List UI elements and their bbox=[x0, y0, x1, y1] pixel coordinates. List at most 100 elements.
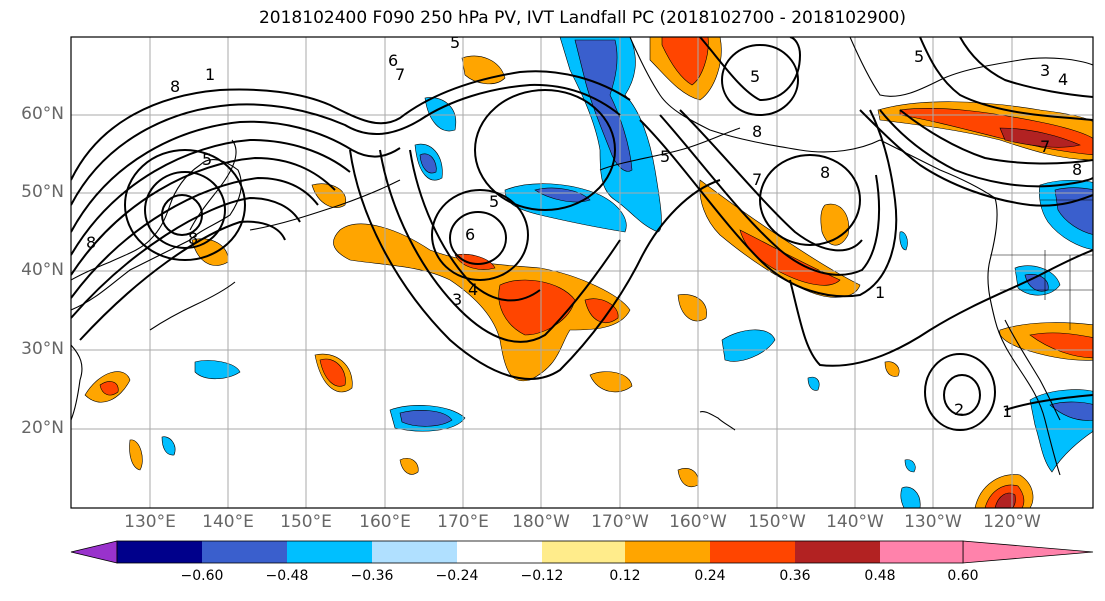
contour-label: 1 bbox=[1002, 402, 1012, 421]
japan-coastline bbox=[149, 281, 236, 331]
pv-contour-line bbox=[71, 70, 631, 181]
longitude-label: 150°E bbox=[280, 512, 332, 532]
colorbar-segment bbox=[542, 541, 625, 563]
contour-label: 5 bbox=[914, 47, 924, 66]
strong-positive-anomaly-region bbox=[454, 253, 496, 270]
colorbar-extend-high bbox=[962, 540, 1094, 564]
longitude-label: 150°W bbox=[748, 512, 806, 532]
positive-anomaly-region bbox=[677, 294, 707, 322]
contour-label: 1 bbox=[205, 65, 215, 84]
longitude-label: 130°E bbox=[124, 512, 176, 532]
longitude-label: 140°W bbox=[826, 512, 884, 532]
strong-positive-anomaly-region bbox=[99, 381, 119, 396]
positive-anomaly-region bbox=[399, 458, 419, 475]
pv-contour-line bbox=[639, 109, 898, 298]
strong-negative-anomaly-region bbox=[574, 39, 633, 172]
latitude-label: 40°N bbox=[21, 260, 64, 280]
contour-label: 5 bbox=[202, 150, 212, 169]
contour-label: 5 bbox=[660, 147, 670, 166]
negative-anomaly-region bbox=[161, 436, 176, 456]
longitude-label: 170°E bbox=[437, 512, 489, 532]
contour-label: 8 bbox=[1072, 160, 1082, 179]
very-strong-positive-anomaly-region bbox=[994, 492, 1016, 508]
colorbar-tick-label: −0.48 bbox=[265, 568, 309, 584]
pv-contour-line bbox=[919, 37, 1093, 121]
pv-closed-contour bbox=[124, 149, 246, 261]
colorbar-extend-low bbox=[70, 540, 118, 564]
strong-positive-anomaly-region bbox=[498, 279, 576, 336]
colorbar-segment bbox=[202, 541, 287, 563]
contour-label: 7 bbox=[395, 65, 405, 84]
contour-label: 3 bbox=[1040, 61, 1050, 80]
contour-label: 1 bbox=[875, 283, 885, 302]
colorbar-tick-label: −0.36 bbox=[350, 568, 394, 584]
contour-label: 6 bbox=[388, 51, 398, 70]
longitude-label: 140°E bbox=[202, 512, 254, 532]
pv-closed-contour bbox=[721, 44, 799, 116]
pv-contour-line bbox=[71, 138, 351, 256]
contour-label: 5 bbox=[750, 67, 760, 86]
pv-closed-contour bbox=[431, 189, 529, 281]
aleutian-islands bbox=[249, 179, 401, 231]
longitude-label: 180°W bbox=[512, 512, 570, 532]
colorbar-tick-label: −0.12 bbox=[520, 568, 564, 584]
pv-contour-line bbox=[879, 109, 1093, 188]
strong-negative-anomaly-region bbox=[534, 187, 591, 203]
map-title: 2018102400 F090 250 hPa PV, IVT Landfall… bbox=[258, 8, 906, 28]
colorbar-tick-label: 0.48 bbox=[864, 568, 896, 584]
negative-anomaly-region bbox=[721, 329, 776, 362]
pv-closed-contour bbox=[759, 154, 861, 246]
pv-contour-line bbox=[959, 37, 1093, 98]
colorbar-tick-label: −0.24 bbox=[435, 568, 479, 584]
colorbar bbox=[70, 540, 1094, 564]
contour-label: 6 bbox=[465, 225, 475, 244]
contour-label: 4 bbox=[468, 280, 478, 299]
contour-label: 8 bbox=[752, 122, 762, 141]
pv-contour-line bbox=[379, 149, 621, 343]
colorbar-outline bbox=[116, 540, 964, 564]
latitude-label: 30°N bbox=[21, 339, 64, 359]
strong-positive-anomaly-region bbox=[1029, 332, 1093, 359]
alaska-coastline bbox=[629, 37, 881, 153]
pv-closed-contour bbox=[144, 171, 226, 249]
contour-label: 8 bbox=[170, 77, 180, 96]
china-coastline bbox=[71, 344, 83, 421]
colorbar-segment bbox=[287, 541, 372, 563]
colorbar-segment bbox=[457, 541, 542, 563]
colorbar-segment bbox=[795, 541, 880, 563]
positive-anomaly-region bbox=[884, 361, 900, 377]
pv-closed-contour bbox=[474, 89, 616, 211]
strong-negative-anomaly-region bbox=[1049, 401, 1093, 421]
strong-negative-anomaly-region bbox=[419, 153, 437, 174]
colorbar-tick-label: −0.60 bbox=[180, 568, 224, 584]
longitude-label: 160°W bbox=[669, 512, 727, 532]
contour-label: 5 bbox=[450, 33, 460, 52]
kamchatka-coastline bbox=[189, 139, 237, 231]
pv-contour-line bbox=[71, 156, 336, 276]
colorbar-segment bbox=[372, 541, 457, 563]
contour-label: 3 bbox=[452, 290, 462, 309]
strong-negative-anomaly-region bbox=[399, 410, 453, 427]
longitude-label: 130°W bbox=[904, 512, 962, 532]
negative-anomaly-region bbox=[904, 459, 916, 473]
longitude-label: 170°W bbox=[591, 512, 649, 532]
pv-closed-contour bbox=[161, 194, 203, 236]
pv-contour-line bbox=[659, 114, 880, 276]
strong-positive-anomaly-region bbox=[661, 37, 709, 86]
pv-contour-line bbox=[679, 109, 863, 252]
pv-anomaly-fills bbox=[84, 37, 1093, 508]
positive-anomaly-region bbox=[129, 439, 143, 471]
longitude-label: 120°W bbox=[983, 512, 1041, 532]
contour-label: 2 bbox=[954, 400, 964, 419]
very-strong-positive-anomaly-region bbox=[999, 127, 1081, 148]
colorbar-segment bbox=[625, 541, 710, 563]
negative-anomaly-region bbox=[899, 231, 908, 251]
pv-contour-line bbox=[699, 37, 802, 102]
contour-labels: 8 1 6 7 5 8 5 8 3 5 7 8 1 4 7 3 5 4 2 1 bbox=[86, 33, 1082, 421]
latitude-label: 60°N bbox=[21, 104, 64, 124]
map-frame bbox=[70, 36, 1094, 509]
negative-anomaly-region bbox=[194, 360, 241, 380]
colorbar-segment bbox=[710, 541, 795, 563]
